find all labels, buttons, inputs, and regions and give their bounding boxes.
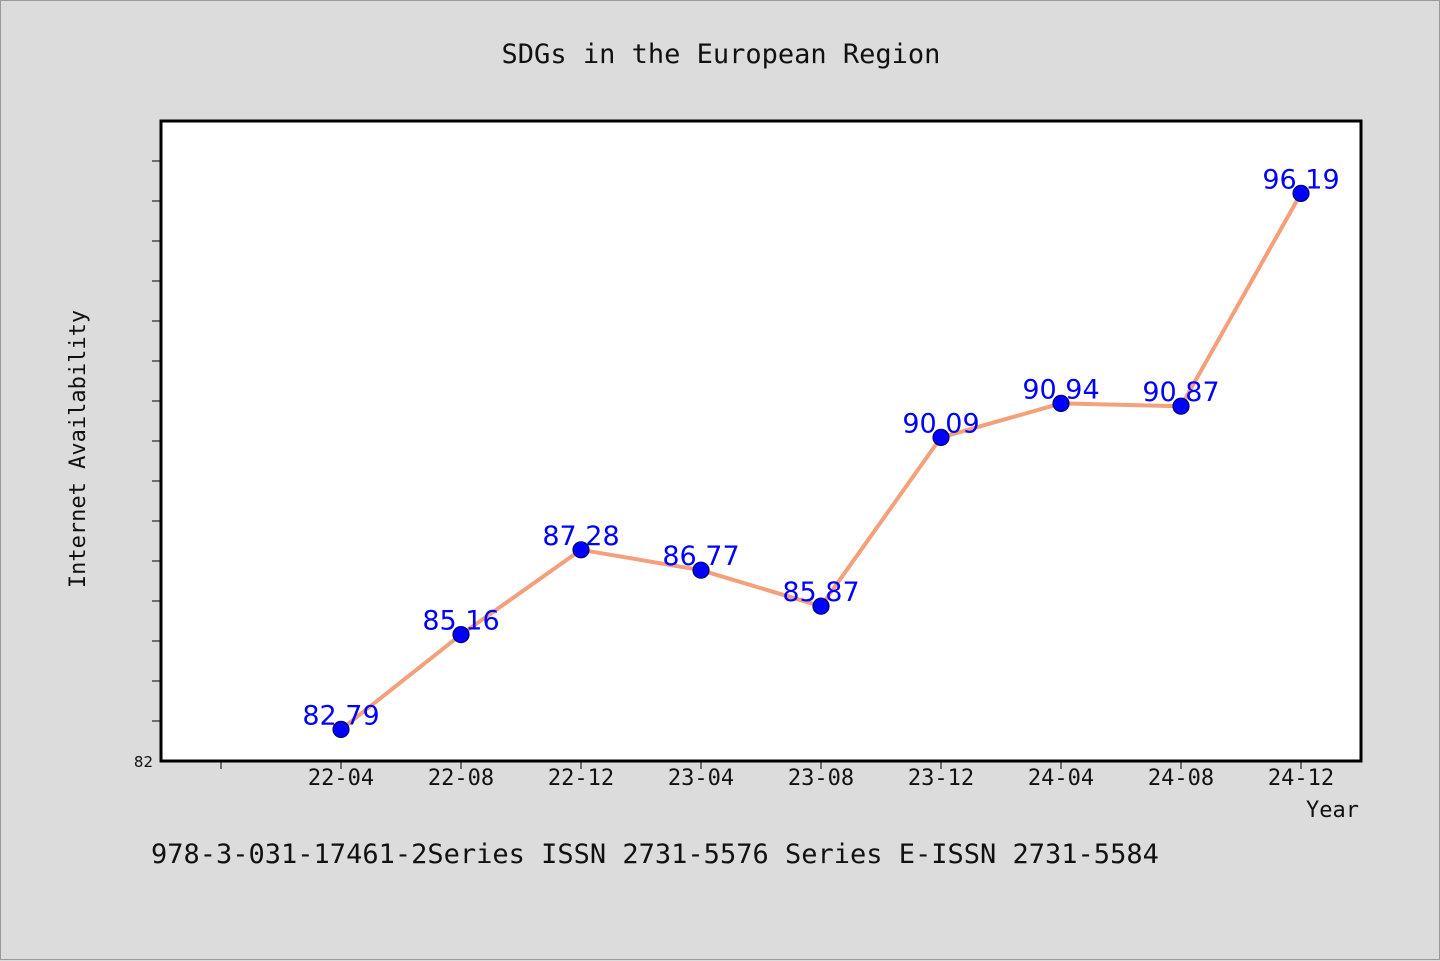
- data-label: 85.87: [782, 577, 859, 608]
- data-label: 90.94: [1022, 374, 1099, 405]
- data-label: 87.28: [542, 521, 619, 552]
- footer-text: 978-3-031-17461-2Series ISSN 2731-5576 S…: [151, 839, 1159, 870]
- data-label: 90.09: [902, 408, 979, 439]
- y-axis-ticks: [152, 160, 161, 722]
- data-point: [932, 428, 950, 446]
- x-tick-label: 22-04: [308, 766, 374, 791]
- chart-title: SDGs in the European Region: [502, 39, 941, 70]
- data-label: 82.79: [302, 700, 379, 731]
- data-label: 96.19: [1262, 164, 1339, 195]
- data-point: [1052, 394, 1070, 412]
- series-group: 82.79 85.16 87.28 86.77 85.87 90.09 90.94 90.87…: [302, 164, 1340, 739]
- x-tick-label: 24-08: [1148, 766, 1214, 791]
- x-tick-label: 23-08: [788, 766, 854, 791]
- data-label: 90.87: [1142, 377, 1219, 408]
- x-tick-label: 24-04: [1028, 766, 1094, 791]
- data-label: 85.16: [422, 606, 499, 637]
- x-tick-label: 23-12: [908, 766, 974, 791]
- x-tick-label: 23-04: [668, 766, 734, 791]
- data-point: [572, 541, 590, 559]
- data-point: [692, 561, 710, 579]
- data-point: [1292, 184, 1310, 202]
- x-tick-label: 22-12: [548, 766, 614, 791]
- data-label: 86.77: [662, 541, 739, 572]
- data-point: [1172, 397, 1190, 415]
- data-point: [452, 625, 470, 644]
- x-axis-label: Year: [1306, 798, 1359, 823]
- x-axis-ticks: 22-04 22-08 22-12 23-04 23-08 23-12 24-04 24-08…: [220, 761, 1334, 791]
- y-min-label: 82: [134, 753, 153, 771]
- y-axis-label: Internet Availability: [66, 310, 91, 588]
- data-point: [812, 597, 830, 615]
- plot-area: [159, 119, 1363, 763]
- x-tick-label: 22-08: [428, 766, 494, 791]
- x-tick-label: 24-12: [1268, 766, 1334, 791]
- data-point: [332, 720, 350, 739]
